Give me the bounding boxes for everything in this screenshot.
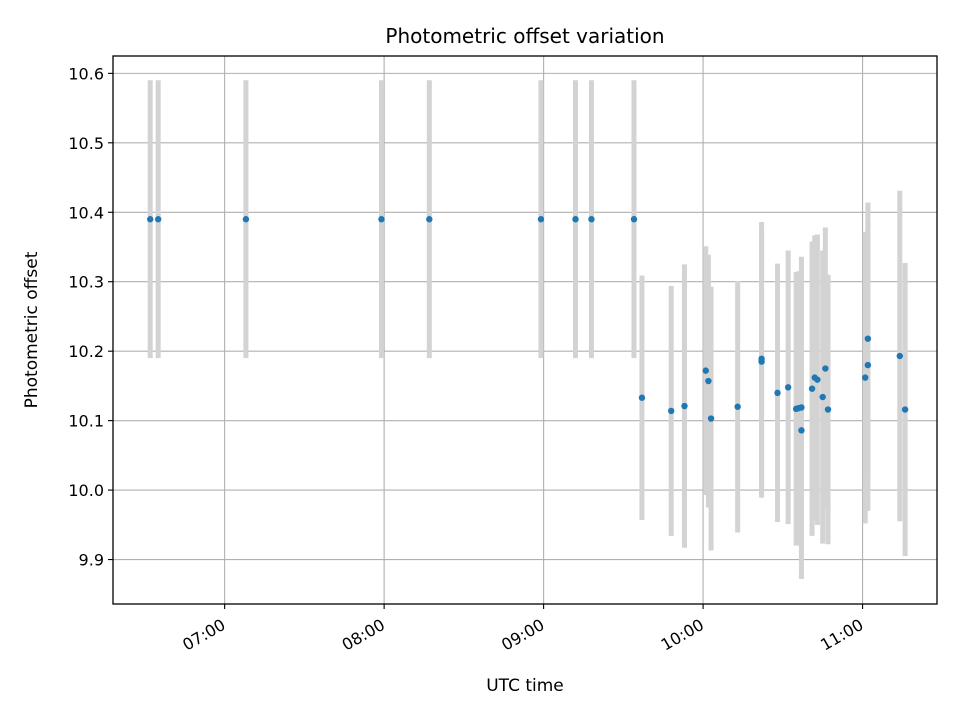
data-point <box>814 376 821 383</box>
data-point <box>808 385 816 392</box>
data-point <box>702 367 709 374</box>
data-point <box>630 216 638 223</box>
chart-title: Photometric offset variation <box>385 24 664 48</box>
data-point <box>147 216 154 223</box>
data-point <box>707 415 715 422</box>
data-point <box>798 427 805 434</box>
data-point <box>798 404 805 411</box>
data-point <box>864 361 872 369</box>
y-tick-label: 10.5 <box>68 134 104 153</box>
y-tick-label: 10.3 <box>68 273 104 292</box>
data-point <box>705 377 712 385</box>
data-point <box>822 365 829 372</box>
x-axis-title: UTC time <box>486 676 564 696</box>
data-point <box>537 216 545 223</box>
data-point <box>784 384 792 391</box>
data-point <box>862 374 869 381</box>
plot-frame <box>112 55 938 605</box>
data-point <box>864 335 872 342</box>
data-point <box>824 406 832 413</box>
data-point <box>378 216 385 223</box>
data-point <box>638 394 646 401</box>
data-point <box>426 216 433 223</box>
data-point <box>774 389 781 397</box>
data-point <box>734 403 741 410</box>
data-point <box>667 407 675 415</box>
data-point <box>758 358 765 365</box>
y-axis-title: Photometric offset <box>22 251 42 408</box>
data-point <box>572 216 579 223</box>
y-tick-label: 10.1 <box>68 412 104 431</box>
data-point <box>154 216 162 223</box>
y-tick-label: 10.2 <box>68 342 104 361</box>
data-point <box>588 216 595 223</box>
data-point <box>681 402 688 410</box>
data-point <box>819 393 826 401</box>
y-tick-label: 10.6 <box>68 64 104 83</box>
data-points <box>147 216 909 434</box>
data-point <box>242 216 250 223</box>
y-tick-label: 10.0 <box>68 481 104 500</box>
y-tick-label: 9.9 <box>79 551 104 570</box>
data-point <box>901 406 909 413</box>
y-tick-label: 10.4 <box>68 203 104 222</box>
data-point <box>896 352 903 360</box>
